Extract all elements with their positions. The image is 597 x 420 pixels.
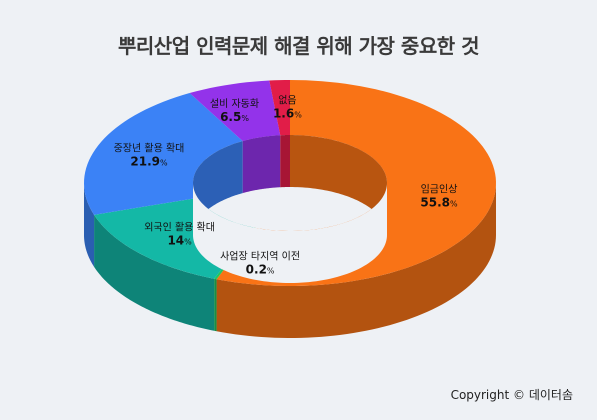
slice-value-3: 21.9%	[130, 154, 168, 168]
inner-wall-slice-0-0	[290, 135, 387, 235]
slice-unit-1: %	[267, 266, 275, 275]
inner-wall-slice-5-1	[280, 135, 290, 188]
slice-label-3: 중장년 활용 확대	[114, 141, 185, 154]
slice-value-4: 6.5%	[220, 110, 249, 124]
outer-wall-slice-0	[216, 183, 496, 338]
slice-unit-0: %	[450, 200, 458, 209]
inner-wall-slice-3-1	[193, 141, 243, 235]
slice-label-2: 외국인 활용 확대	[144, 221, 215, 234]
slice-unit-3: %	[160, 158, 168, 167]
donut-hole-floor	[193, 183, 387, 283]
slice-label-5: 없음	[278, 94, 296, 107]
slice-label-1: 사업장 타지역 이전	[220, 249, 300, 262]
chart-title: 뿌리산업 인력문제 해결 위해 가장 중요한 것	[118, 34, 479, 58]
slice-value-1: 0.2%	[246, 262, 275, 276]
inner-wall-slice-4-1	[242, 135, 281, 194]
donut-depth-group	[84, 183, 496, 338]
slice-label-4: 설비 자동화	[210, 98, 259, 110]
outer-wall-slice-1	[214, 278, 217, 332]
donut-top-group	[84, 80, 496, 286]
outer-wall-slice-2	[94, 214, 215, 331]
slice-value-0: 55.8%	[420, 196, 458, 210]
top-face-slice-3	[84, 93, 243, 215]
top-face-slice-5	[269, 80, 290, 136]
slice-label-0: 임금인상	[421, 183, 458, 196]
slice-unit-4: %	[241, 114, 249, 123]
outer-wall-slice-3	[84, 183, 95, 267]
top-face-slice-4	[189, 80, 281, 142]
slice-value-5: 1.6%	[273, 107, 302, 121]
slice-value-2: 14%	[167, 234, 192, 248]
slice-unit-5: %	[294, 111, 302, 120]
copyright-text: Copyright © 데이터솜	[450, 388, 573, 402]
slice-unit-2: %	[184, 238, 192, 247]
